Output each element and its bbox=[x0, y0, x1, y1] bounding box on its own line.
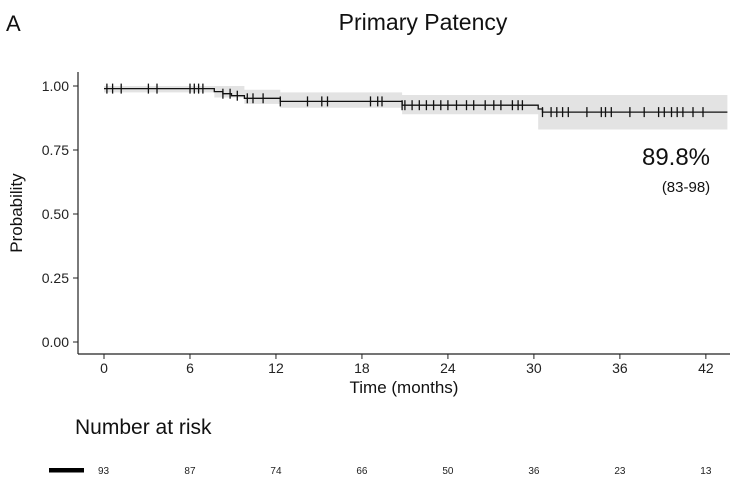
km-step-line bbox=[104, 87, 728, 113]
risk-legend-line bbox=[49, 468, 84, 473]
risk-count: 50 bbox=[442, 466, 454, 477]
number-at-risk-title: Number at risk bbox=[75, 416, 212, 439]
risk-count: 66 bbox=[356, 466, 368, 477]
x-axis-ticks: 0 6 12 18 24 30 36 42 bbox=[100, 354, 714, 376]
x-tick-label: 0 bbox=[100, 360, 108, 376]
number-at-risk-row: 93 87 74 66 50 36 23 13 bbox=[98, 466, 712, 477]
chart-title: Primary Patency bbox=[339, 9, 508, 35]
y-axis-ticks: 0.00 0.25 0.50 0.75 1.00 bbox=[42, 78, 78, 350]
km-estimate-label: 89.8% bbox=[642, 144, 710, 171]
plot-area bbox=[104, 83, 728, 130]
x-axis-title: Time (months) bbox=[350, 378, 459, 397]
y-tick-label: 0.75 bbox=[42, 142, 69, 158]
risk-count: 23 bbox=[614, 466, 626, 477]
y-tick-label: 0.00 bbox=[42, 334, 69, 350]
x-tick-label: 18 bbox=[354, 360, 370, 376]
risk-count: 74 bbox=[270, 466, 282, 477]
x-tick-label: 12 bbox=[268, 360, 284, 376]
risk-count: 13 bbox=[700, 466, 712, 477]
x-tick-label: 24 bbox=[440, 360, 456, 376]
y-tick-label: 0.50 bbox=[42, 206, 69, 222]
km-ci-label: (83-98) bbox=[662, 179, 710, 196]
risk-count: 87 bbox=[184, 466, 196, 477]
risk-count: 93 bbox=[98, 466, 110, 477]
panel-letter: A bbox=[6, 11, 21, 36]
ci-band bbox=[104, 86, 728, 130]
x-tick-label: 36 bbox=[612, 360, 628, 376]
confidence-band bbox=[104, 86, 728, 130]
x-tick-label: 30 bbox=[526, 360, 542, 376]
x-tick-label: 42 bbox=[698, 360, 714, 376]
y-tick-label: 1.00 bbox=[42, 78, 69, 94]
risk-count: 36 bbox=[528, 466, 540, 477]
x-tick-label: 6 bbox=[186, 360, 194, 376]
censor-marks bbox=[106, 83, 704, 118]
y-axis-title: Probability bbox=[7, 173, 26, 253]
survival-curve bbox=[104, 87, 728, 113]
y-tick-label: 0.25 bbox=[42, 270, 69, 286]
